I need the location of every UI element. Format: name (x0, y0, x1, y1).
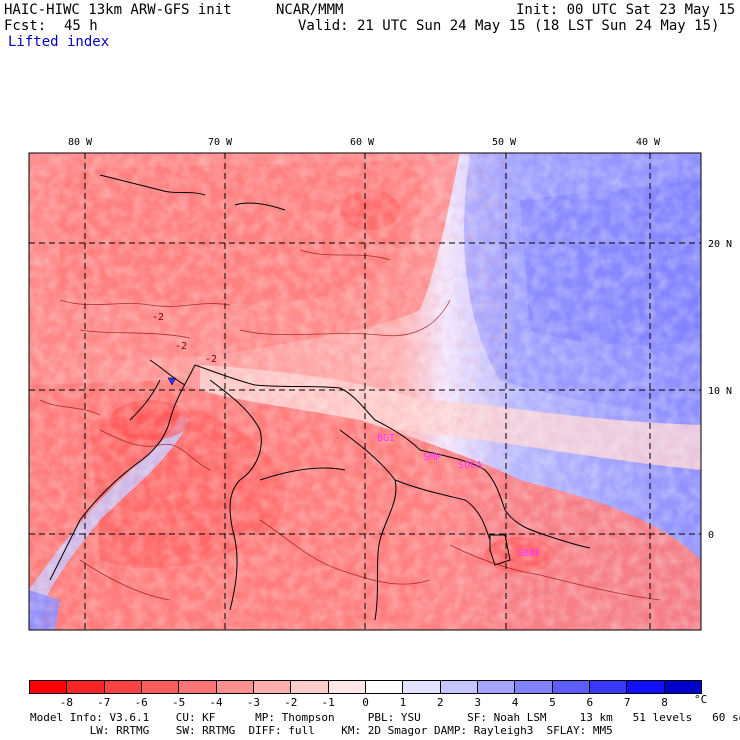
valid-time: Valid: 21 UTC Sun 24 May 15 (18 LST Sun … (298, 18, 720, 34)
lon-label-80w: 80 W (68, 137, 93, 148)
colorbar-tick-label: 2 (436, 696, 444, 709)
colorbar-swatch (627, 681, 665, 693)
contour-label: -2 (175, 341, 187, 352)
colorbar-swatch (664, 681, 701, 693)
colorbar-tick-label: -3 (246, 696, 260, 709)
lon-label-50w: 50 W (492, 137, 517, 148)
station-label-smp: SMP (423, 452, 441, 463)
colorbar-swatch (515, 681, 553, 693)
colorbar-unit: °C (694, 693, 708, 706)
lon-label-60w: 60 W (350, 137, 375, 148)
colorbar-tick-label: -2 (284, 696, 298, 709)
colorbar-swatch (477, 681, 516, 693)
colorbar-tick-label: -1 (321, 696, 335, 709)
marker-triangle-icon (167, 377, 177, 386)
model-info-line2: LW: RRTMG SW: RRTMG DIFF: full KM: 2D Sm… (30, 724, 613, 737)
colorbar-swatch (328, 681, 366, 693)
forecast-hour: 45 h (64, 18, 98, 34)
lon-label-40w: 40 W (636, 137, 661, 148)
colorbar-tick-label: 3 (474, 696, 481, 709)
colorbar-tick-label: 0 (362, 696, 369, 709)
colorbar-swatch (552, 681, 590, 693)
colorbar-swatch (104, 681, 142, 693)
lat-label-0: 0 (708, 530, 714, 541)
colorbar (29, 680, 702, 694)
model-title: HAIC-HIWC 13km ARW-GFS init (4, 2, 232, 18)
contour-label: -2 (205, 354, 217, 365)
colorbar-swatch (440, 681, 478, 693)
colorbar-swatch (291, 681, 329, 693)
lon-label-70w: 70 W (208, 137, 233, 148)
lat-label-10n: 10 N (708, 386, 732, 397)
station-label-soca: SOCA (458, 460, 482, 471)
colorbar-swatch (253, 681, 292, 693)
colorbar-tick-label: -5 (171, 696, 186, 709)
map-frame (28, 152, 702, 631)
org-label: NCAR/MMM (276, 2, 344, 18)
colorbar-tick-label: 8 (661, 696, 668, 709)
init-time: Init: 00 UTC Sat 23 May 15 (516, 2, 736, 18)
station-label-sbbe: SBBE (517, 548, 541, 559)
colorbar-swatch (216, 681, 254, 693)
colorbar-swatch (589, 681, 628, 693)
colorbar-tick-label: 4 (511, 696, 519, 709)
station-label-bgi: BGI (377, 433, 395, 444)
colorbar-tick-label: -7 (97, 696, 111, 709)
colorbar-tick-label: 5 (549, 696, 556, 709)
colorbar-swatch (67, 681, 105, 693)
colorbar-tick-label: 7 (623, 696, 631, 709)
colorbar-swatch (141, 681, 180, 693)
colorbar-swatch (179, 681, 217, 693)
lat-label-20n: 20 N (708, 239, 732, 250)
colorbar-swatch (30, 681, 68, 693)
coastline-north-sa (194, 364, 591, 549)
field-name: Lifted index (8, 34, 110, 50)
forecast-label: Fcst: (4, 18, 47, 34)
colorbar-tick-label: -4 (209, 696, 223, 709)
colorbar-tick-label: 6 (586, 696, 594, 709)
colorbar-tick-label: -6 (134, 696, 148, 709)
colorbar-tick-label: 1 (399, 696, 407, 709)
model-info-line1: Model Info: V3.6.1 CU: KF MP: Thompson P… (30, 711, 740, 724)
colorbar-swatch (403, 681, 441, 693)
colorbar-tick-label: -8 (59, 696, 74, 709)
colorbar-swatch (365, 681, 404, 693)
lat-lon-grid (29, 153, 701, 630)
contour-label: -2 (152, 312, 164, 323)
